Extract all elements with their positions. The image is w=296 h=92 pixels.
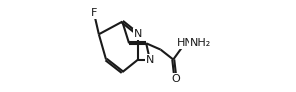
- Text: HN: HN: [177, 38, 193, 48]
- Text: O: O: [171, 74, 180, 84]
- Text: N: N: [134, 29, 142, 39]
- Text: NH₂: NH₂: [190, 38, 211, 48]
- Text: N: N: [146, 55, 154, 64]
- Text: F: F: [91, 8, 97, 18]
